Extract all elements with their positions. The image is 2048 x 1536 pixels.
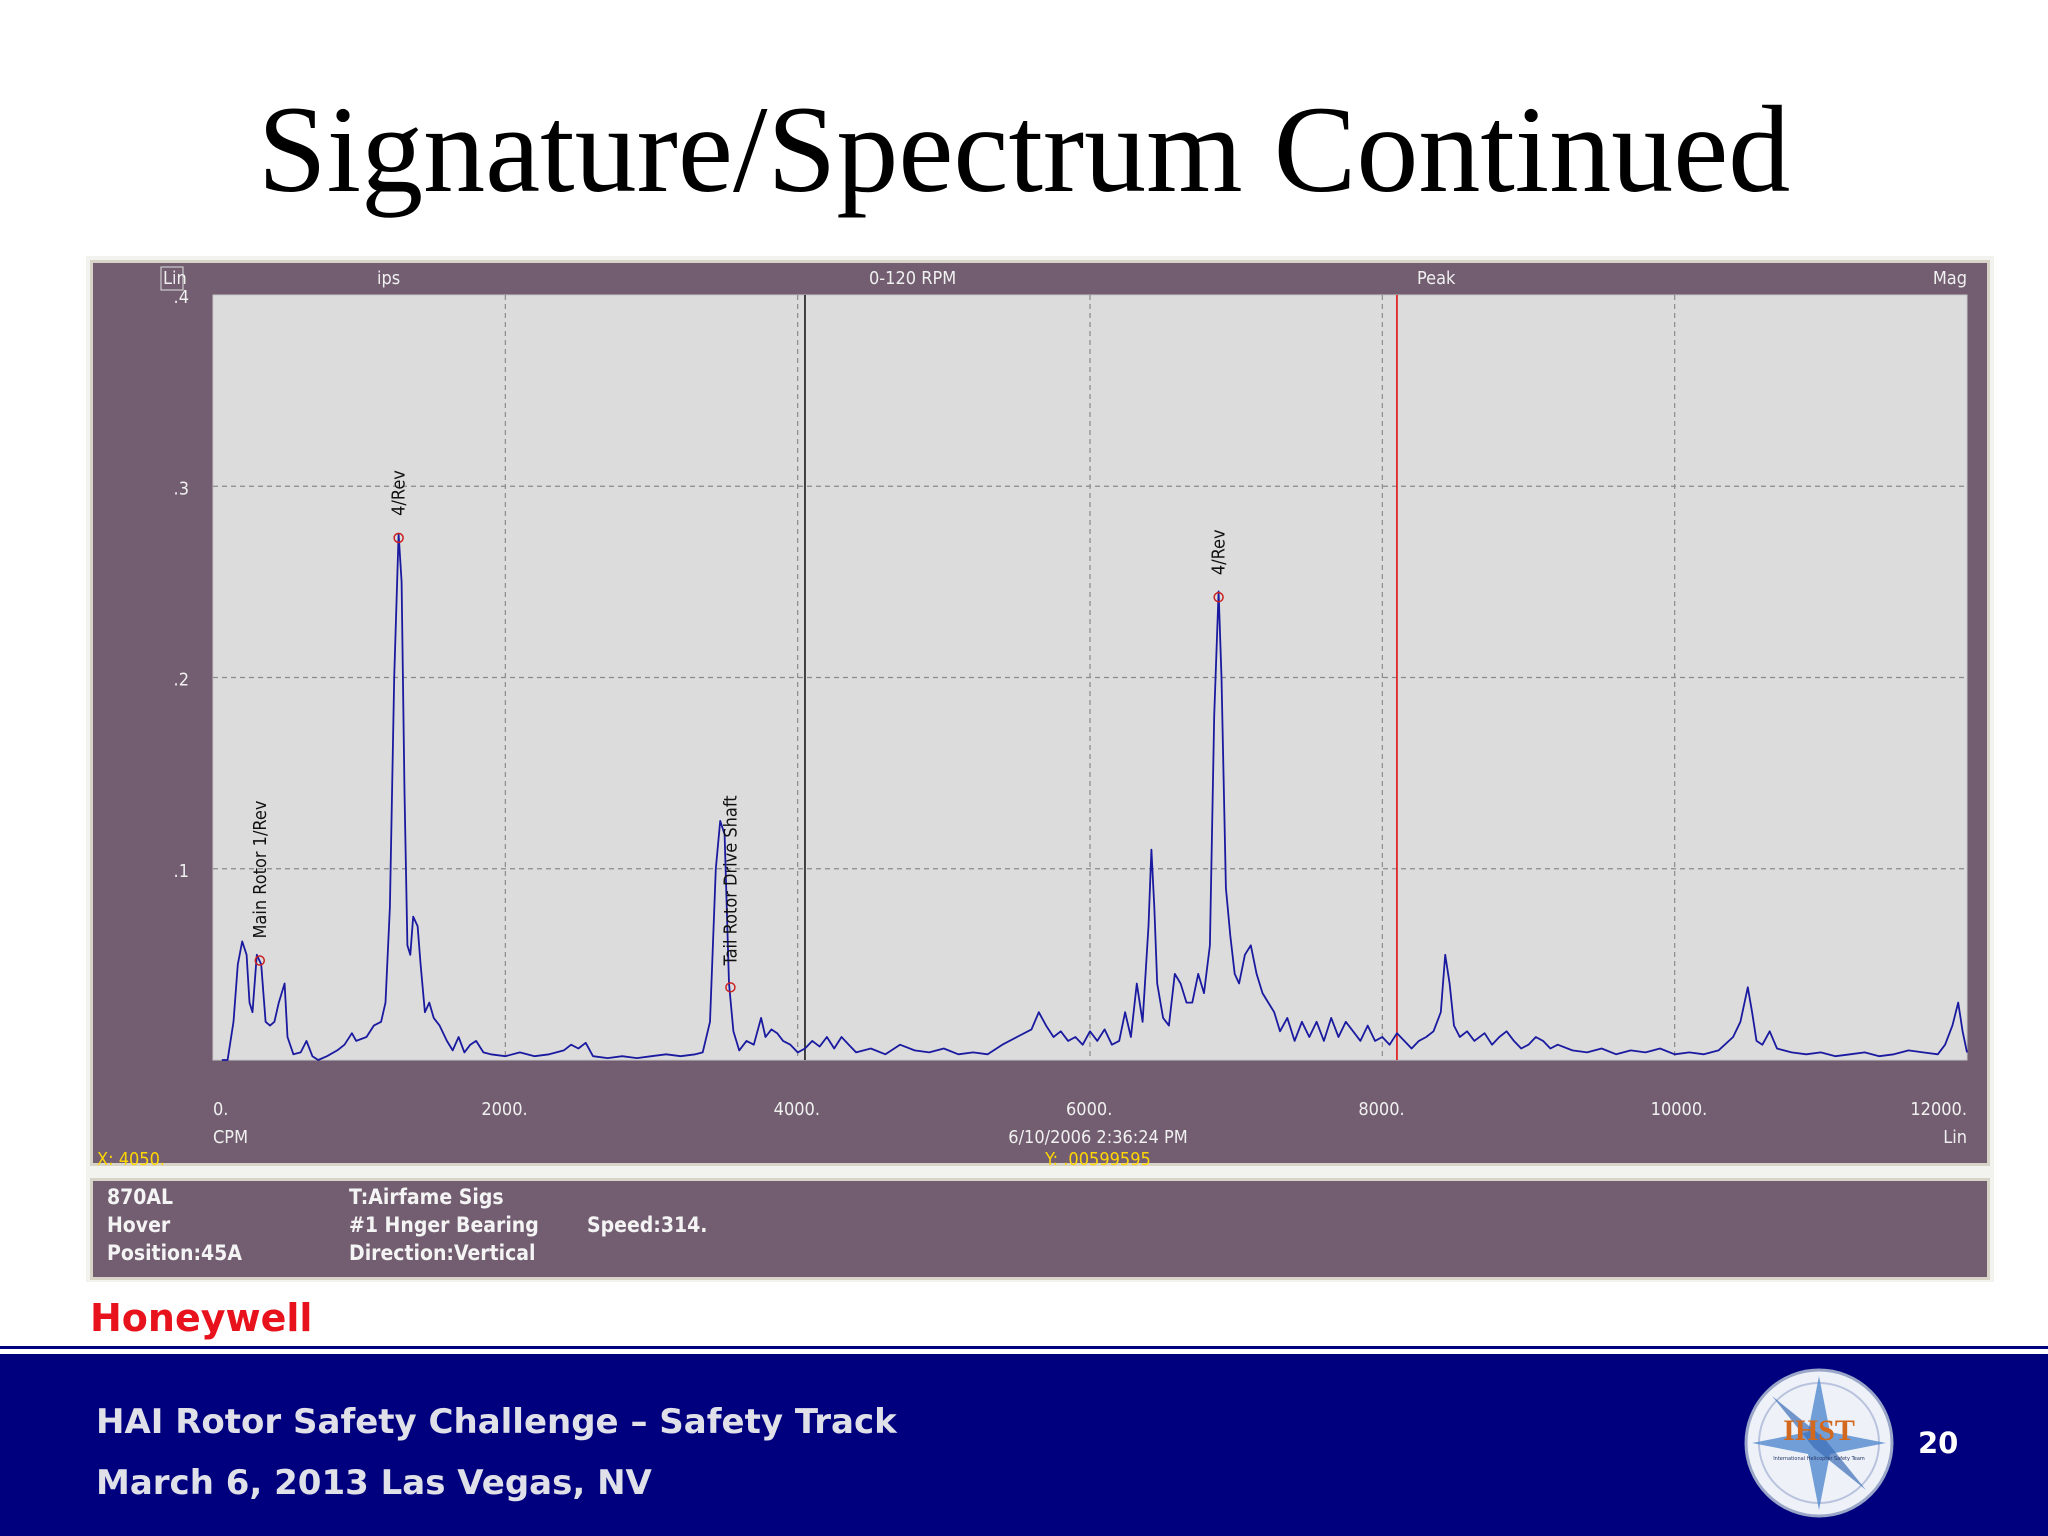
spectrum-series-line (221, 533, 1968, 1061)
cursor-y-readout: Y: .00599595 (1044, 1149, 1151, 1169)
peak-marker (1213, 591, 1224, 603)
header-display-label: Mag (1933, 268, 1967, 289)
signature-info-panel: 870AL Hover Position:45A T:Airfame Sigs … (90, 1178, 1990, 1280)
y-tick-label: .3 (174, 478, 189, 499)
footer-divider (0, 1346, 2048, 1349)
footer-event: HAI Rotor Safety Challenge – Safety Trac… (96, 1402, 897, 1442)
flight-condition: Hover (107, 1213, 171, 1237)
honeywell-brand: Honeywell (90, 1296, 313, 1340)
logo-text: IHST (1783, 1414, 1855, 1447)
x-tick-label: 6000. (1066, 1099, 1112, 1120)
peak-annotation-label: 4/Rev (389, 470, 410, 516)
y-tick-label: .1 (174, 861, 189, 882)
x-tick-label: 0. (213, 1099, 228, 1120)
header-detection-label: Peak (1417, 268, 1456, 289)
peak-annotation-label: Tail Rotor Drive Shaft (720, 795, 741, 966)
slide-footer (0, 1354, 2048, 1536)
position-label: Position:45A (107, 1241, 242, 1265)
signature-type: T:Airfame Sigs (349, 1185, 504, 1209)
x-tick-label: 8000. (1358, 1099, 1404, 1120)
peak-marker (254, 955, 266, 966)
timestamp-label: 6/10/2006 2:36:24 PM (1008, 1127, 1187, 1148)
peak-marker (393, 532, 404, 544)
peak-marker (725, 982, 736, 993)
header-scale-label: Lin (163, 268, 187, 289)
spectrum-chart: 0. 2000. 4000. 6000. 8000. 10000. 12000. .1 .2 .3… (97, 266, 1968, 1169)
cursor-x-readout: X: 4050. (97, 1149, 165, 1169)
footer-date-location: March 6, 2013 Las Vegas, NV (96, 1463, 652, 1503)
x-axis-label: CPM (213, 1127, 248, 1148)
aircraft-id: 870AL (107, 1185, 174, 1209)
sensor-location: #1 Hnger Bearing (349, 1213, 539, 1237)
logo-subtext: International Helicopter Safety Team (1773, 1456, 1865, 1462)
page-number: 20 (1918, 1426, 1959, 1460)
header-units-label: ips (377, 268, 400, 289)
header-scale-box (160, 266, 184, 291)
x-tick-label: 2000. (481, 1099, 527, 1120)
header-range-label: 0-120 RPM (869, 268, 956, 289)
y-tick-label: .2 (174, 670, 189, 691)
x-tick-label: 4000. (774, 1099, 820, 1120)
peak-annotation-label: Main Rotor 1/Rev (250, 800, 271, 938)
x-tick-label: 12000. (1910, 1099, 1967, 1120)
direction-label: Direction:Vertical (349, 1241, 536, 1265)
peak-annotation-label: 4/Rev (1209, 529, 1230, 575)
speed-label: Speed:314. (587, 1213, 708, 1237)
spectrum-chart-panel: 0. 2000. 4000. 6000. 8000. 10000. 12000. .1 .2 .3… (90, 260, 1990, 1169)
x-scale-label: Lin (1943, 1127, 1967, 1148)
y-tick-label: .4 (174, 287, 189, 308)
slide-title: Signature/Spectrum Continued (257, 81, 1791, 218)
x-tick-label: 10000. (1651, 1099, 1708, 1120)
ihst-logo: IHST International Helicopter Safety Tea… (1744, 1368, 1894, 1518)
